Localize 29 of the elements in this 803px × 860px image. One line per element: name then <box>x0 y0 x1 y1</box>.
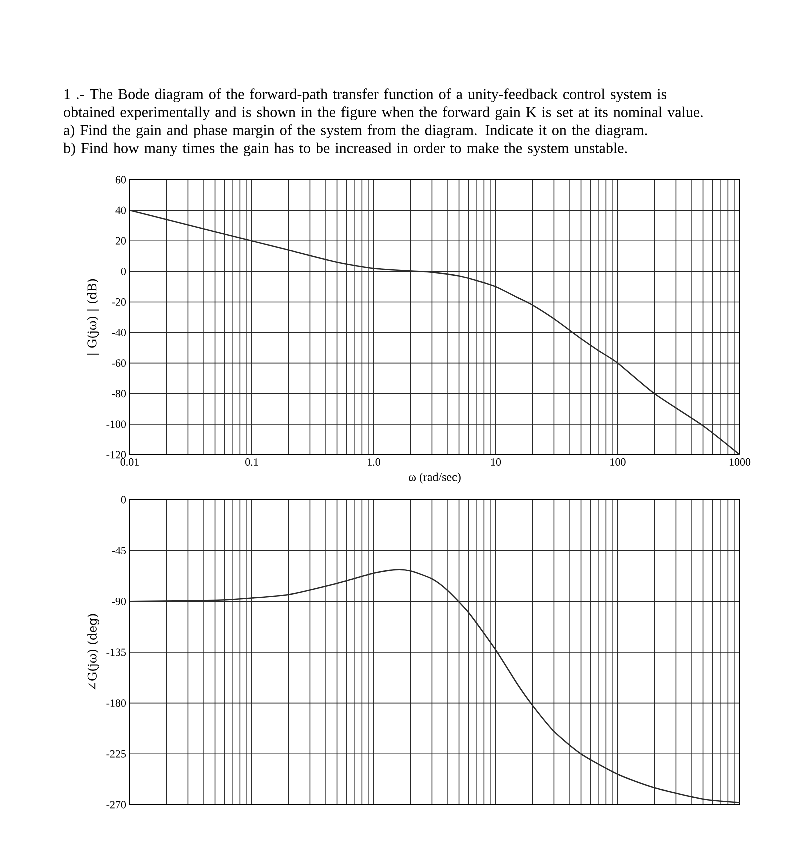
y-tick-label: 40 <box>116 206 126 214</box>
x-tick-label: 0.1 <box>246 458 258 466</box>
y-tick-label: -90 <box>112 598 126 606</box>
y-tick-label: -135 <box>106 648 126 656</box>
y-tick-label: -180 <box>106 700 126 708</box>
y-tick-label: -120 <box>106 451 126 459</box>
x-tick-label: 1000 <box>730 458 751 466</box>
y-tick-label: -100 <box>106 420 126 428</box>
chart-title: 1 .- The Bode diagram of the forward-path transfer function of a unity-feedback control system is obtained experimentally and is shown in the figure when the forward gain K is set at its nominal value. <box>64 88 703 120</box>
y-tick-label: -20 <box>112 298 126 306</box>
y-axis-title: | G(jω) | (dB) <box>87 280 100 355</box>
x-tick-label: 1.0 <box>368 458 380 466</box>
y-tick-label: -80 <box>112 390 126 398</box>
y-tick-label: -270 <box>106 801 126 809</box>
x-axis-title: ω (rad/sec) <box>409 472 461 484</box>
y-tick-label: -40 <box>112 329 126 336</box>
y-tick-label: -45 <box>112 547 126 555</box>
y-tick-label: 0 <box>121 496 126 504</box>
x-tick-label: 0.01 <box>120 458 139 466</box>
x-tick-label: 100 <box>610 458 626 466</box>
y-tick-label: -225 <box>106 750 126 758</box>
text: a) Find the gain and phase margin of the system from the diagram. Indicate it on the diagram. <box>64 124 648 138</box>
y-tick-label: -60 <box>112 360 126 368</box>
y-axis-title: ∠G(jω) (deg) <box>88 614 100 690</box>
x-tick-label: 10 <box>491 458 502 466</box>
y-tick-label: 20 <box>116 237 126 245</box>
y-tick-label: 60 <box>116 176 126 184</box>
y-tick-label: 0 <box>121 268 126 276</box>
text: b) Find how many times the gain has to be increased in order to make the system unstable. <box>64 142 628 156</box>
